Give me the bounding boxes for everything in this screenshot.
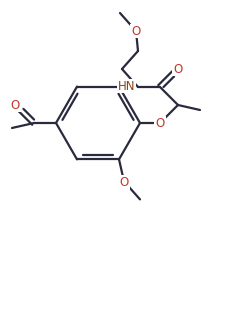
Text: O: O [10, 99, 20, 112]
Text: O: O [155, 116, 164, 129]
Text: O: O [131, 24, 140, 38]
Text: O: O [119, 176, 128, 189]
Text: O: O [173, 63, 182, 75]
Text: HN: HN [117, 80, 134, 93]
